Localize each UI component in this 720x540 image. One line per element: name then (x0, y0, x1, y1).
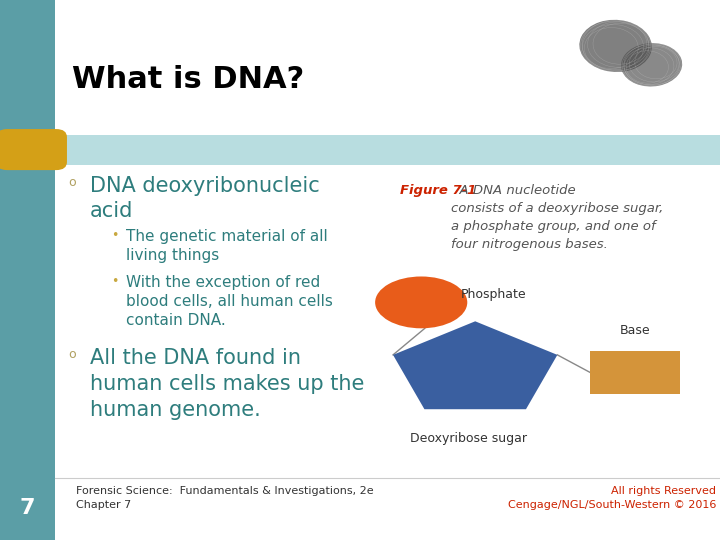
Text: All rights Reserved
Cengage/NGL/South-Western © 2016: All rights Reserved Cengage/NGL/South-We… (508, 486, 716, 510)
Text: o: o (68, 176, 76, 188)
Text: Base: Base (620, 325, 651, 338)
Text: A DNA nucleotide
consists of a deoxyribose sugar,
a phosphate group, and one of
: A DNA nucleotide consists of a deoxyribo… (451, 184, 664, 251)
Bar (0, 478, 55, 540)
Ellipse shape (375, 276, 467, 328)
Bar (0, 0, 55, 540)
Text: Phosphate: Phosphate (461, 288, 526, 301)
Text: What is DNA?: What is DNA? (72, 65, 305, 94)
Text: All the DNA found in
human cells makes up the
human genome.: All the DNA found in human cells makes u… (90, 348, 364, 420)
Text: o: o (68, 348, 76, 361)
Text: 7: 7 (20, 497, 35, 518)
Ellipse shape (621, 43, 682, 86)
Text: •: • (112, 275, 119, 288)
Text: •: • (112, 230, 119, 242)
Text: With the exception of red
blood cells, all human cells
contain DNA.: With the exception of red blood cells, a… (126, 275, 333, 328)
Bar (590, 351, 680, 394)
Ellipse shape (580, 20, 652, 72)
Text: Figure 7-1: Figure 7-1 (400, 184, 476, 197)
FancyBboxPatch shape (0, 129, 67, 170)
Text: DNA deoxyribonucleic
acid: DNA deoxyribonucleic acid (90, 176, 320, 221)
Text: The genetic material of all
living things: The genetic material of all living thing… (126, 230, 328, 263)
Bar (55, 135, 720, 165)
Text: Deoxyribose sugar: Deoxyribose sugar (410, 432, 526, 445)
Text: Forensic Science:  Fundamentals & Investigations, 2e
Chapter 7: Forensic Science: Fundamentals & Investi… (76, 486, 373, 510)
Polygon shape (393, 321, 557, 409)
